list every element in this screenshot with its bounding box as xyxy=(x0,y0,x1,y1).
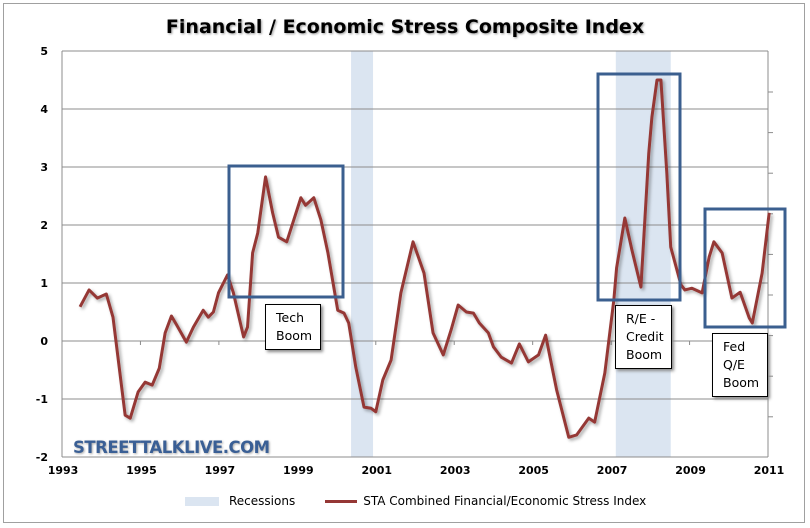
legend-swatch-stress-index xyxy=(325,499,358,503)
annotation-fed-qe-boom: Fed Q/E Boom xyxy=(712,333,768,397)
legend-label-stress-index: STA Combined Financial/Economic Stress I… xyxy=(363,494,647,508)
y-tick-label: 2 xyxy=(40,219,48,232)
x-tick-label: 1999 xyxy=(283,464,314,477)
y-tick-label: -1 xyxy=(36,393,48,406)
x-tick-label: 2011 xyxy=(754,464,785,477)
x-tick-label: 2009 xyxy=(675,464,706,477)
annotation-box-0 xyxy=(227,164,345,299)
x-tick-label: 2005 xyxy=(518,464,549,477)
x-tick-label: 1997 xyxy=(205,464,236,477)
x-tick-label: 2007 xyxy=(597,464,628,477)
annotation-box-1 xyxy=(596,72,682,302)
y-tick-label: 0 xyxy=(40,335,48,348)
watermark: STREETTALKLIVE.COM xyxy=(73,438,270,457)
y-tick-label: -2 xyxy=(36,451,48,464)
annotation-tech-boom: Tech Boom xyxy=(265,304,321,350)
annotation-box-2 xyxy=(703,207,787,329)
chart-title: Financial / Economic Stress Composite In… xyxy=(165,16,645,38)
y-tick-label: 3 xyxy=(40,161,48,174)
recession-band-0 xyxy=(351,51,374,457)
x-tick-label: 1993 xyxy=(48,464,79,477)
y-tick-label: 1 xyxy=(40,277,48,290)
x-tick-label: 1995 xyxy=(126,464,157,477)
annotation-re-credit-boom: R/E - Credit Boom xyxy=(615,305,672,369)
x-tick-label: 2001 xyxy=(361,464,392,477)
y-tick-label: 4 xyxy=(40,103,48,116)
stress-index-line xyxy=(78,78,771,439)
x-tick-label: 2003 xyxy=(440,464,471,477)
y-tick-label: 5 xyxy=(40,45,48,58)
legend-label-recessions: Recessions xyxy=(229,494,296,508)
legend: Recessions STA Combined Financial/Econom… xyxy=(185,494,646,508)
legend-swatch-recessions xyxy=(185,496,219,506)
chart-frame xyxy=(3,3,805,523)
